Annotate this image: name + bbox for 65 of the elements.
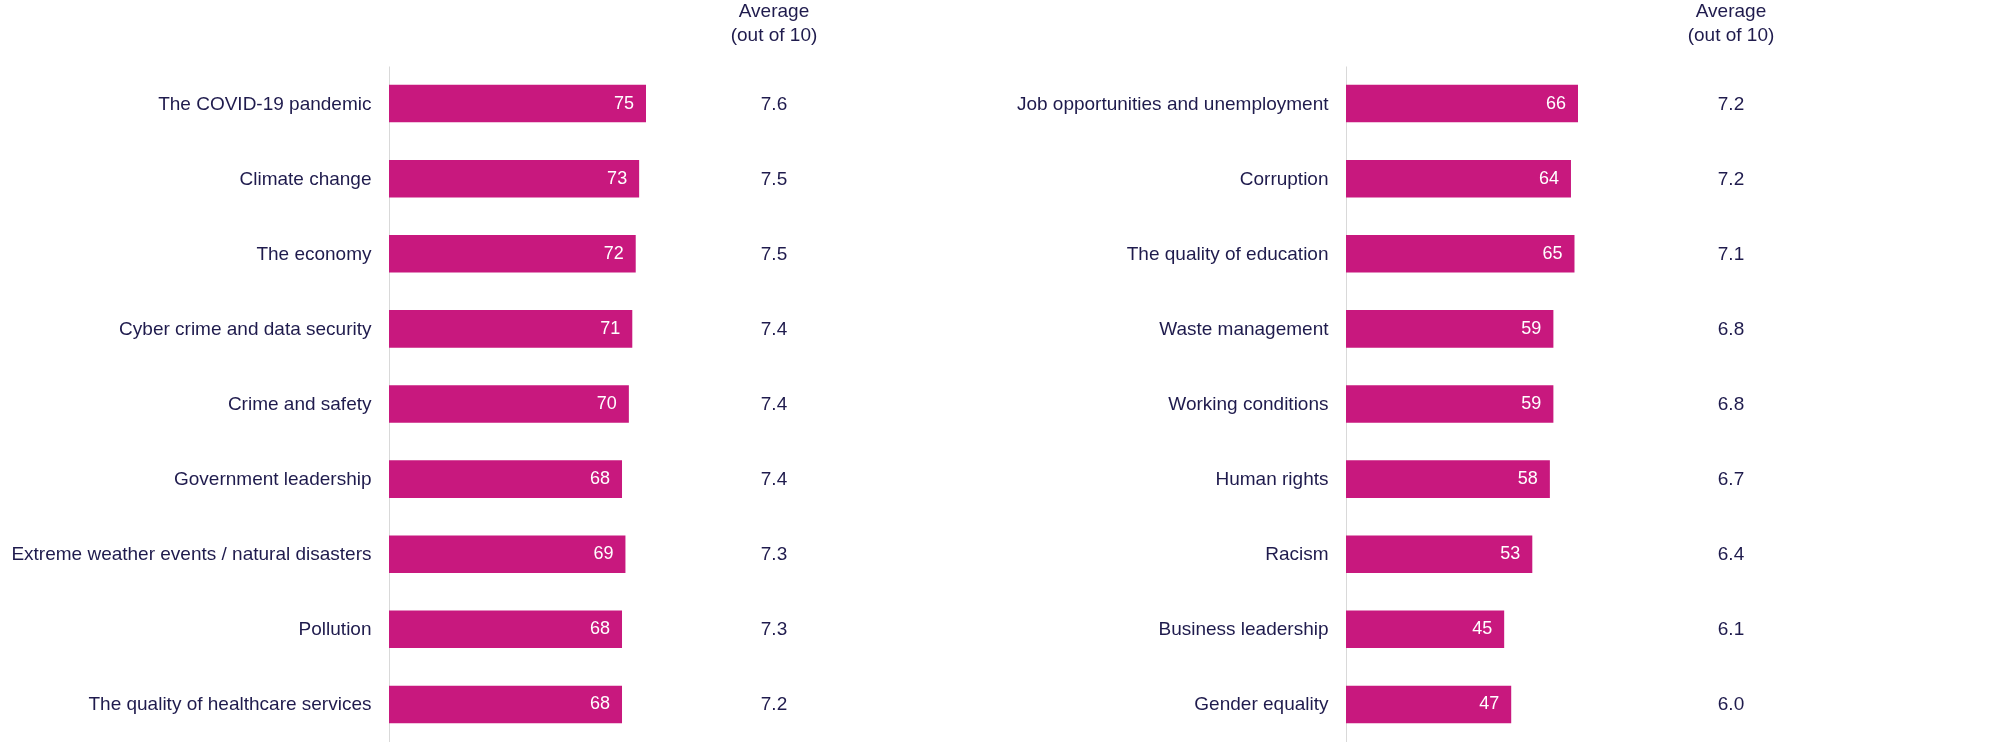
data-label: 47 (1479, 693, 1500, 714)
text: 7.4 (760, 468, 788, 490)
text: 6.4 (1717, 543, 1745, 565)
y-tick-label: Government leadership (174, 468, 372, 490)
y-tick-label: The quality of healthcare services (88, 693, 372, 715)
data-label: 59 (1521, 393, 1542, 413)
text: 7.3 (760, 618, 788, 640)
text: 7.2 (1717, 167, 1745, 189)
text: 7.3 (760, 543, 788, 565)
text: 7.2 (1717, 92, 1745, 114)
data-label: 70 (596, 393, 617, 413)
y-tick-label: The economy (256, 242, 372, 264)
y-tick-label: Human rights (1215, 468, 1329, 490)
y-tick-label: Waste management (1159, 317, 1330, 339)
bar (1346, 84, 1578, 123)
bar (1346, 535, 1533, 573)
text: 7.1 (1717, 242, 1745, 264)
data-label: 65 (1542, 242, 1563, 263)
y-tick-label: Business leadership (1158, 618, 1329, 640)
text: 6.8 (1717, 393, 1745, 414)
y-tick-label: Racism (1265, 543, 1329, 565)
bar (1346, 610, 1505, 649)
data-label: 69 (593, 543, 614, 564)
y-tick-label: The quality of education (1126, 242, 1329, 264)
y-tick-label: Crime and safety (227, 393, 372, 414)
text: 6.7 (1717, 468, 1745, 490)
data-label: 45 (1472, 618, 1493, 639)
data-label: 68 (589, 468, 611, 489)
y-tick-label: Pollution (298, 618, 372, 640)
text: 6.8 (1717, 317, 1745, 339)
data-label: 53 (1500, 543, 1521, 564)
y-tick-label: Climate change (239, 167, 372, 189)
text: Average (out of 10) (730, 0, 818, 45)
data-label: 66 (1545, 92, 1566, 113)
bar (1346, 310, 1554, 348)
text: 7.6 (760, 92, 788, 114)
bar (1346, 685, 1512, 724)
text: 7.2 (760, 693, 788, 715)
data-label: 73 (607, 167, 628, 188)
data-label: 64 (1538, 167, 1559, 188)
data-label: 68 (589, 693, 611, 714)
data-label: 68 (589, 618, 611, 639)
text: 7.4 (760, 317, 788, 339)
y-tick-label: Corruption (1239, 167, 1329, 189)
y-tick-label: Job opportunities and unemployment (1016, 92, 1330, 114)
data-label: 59 (1521, 317, 1542, 338)
data-label: 75 (613, 92, 634, 113)
data-label: 58 (1517, 468, 1538, 489)
text: 6.0 (1717, 693, 1745, 715)
text: 7.4 (760, 393, 788, 414)
y-tick-label: Gender equality (1194, 693, 1329, 715)
y-tick-label: Working conditions (1168, 393, 1329, 414)
y-tick-label: The COVID-19 pandemic (158, 92, 372, 114)
bar (1346, 235, 1575, 273)
bar (1346, 385, 1554, 423)
text: 6.1 (1717, 618, 1745, 640)
data-label: 71 (600, 317, 621, 338)
text: 7.5 (760, 167, 788, 189)
bar (1346, 460, 1550, 498)
y-tick-label: Extreme weather events / natural disasters (11, 543, 372, 565)
text: Average (out of 10) (1687, 0, 1775, 45)
y-tick-label: Cyber crime and data security (119, 317, 372, 339)
bar (1346, 159, 1571, 198)
text: 7.5 (760, 242, 788, 264)
data-label: 72 (603, 242, 624, 263)
